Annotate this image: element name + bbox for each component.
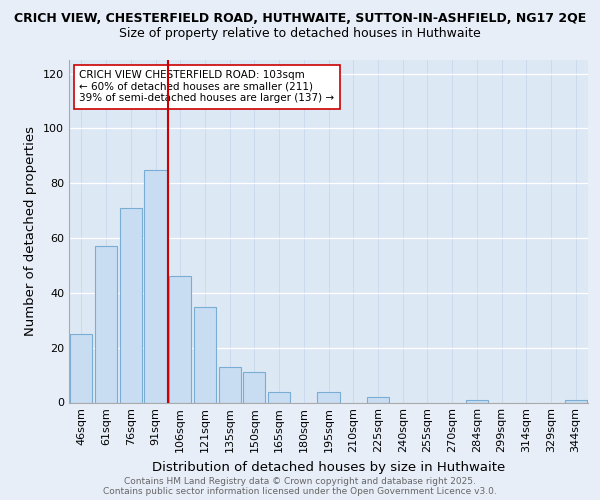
Bar bbox=[243, 372, 265, 402]
Bar bbox=[119, 208, 142, 402]
Bar bbox=[194, 306, 216, 402]
Text: Contains HM Land Registry data © Crown copyright and database right 2025.: Contains HM Land Registry data © Crown c… bbox=[124, 477, 476, 486]
Text: CRICH VIEW, CHESTERFIELD ROAD, HUTHWAITE, SUTTON-IN-ASHFIELD, NG17 2QE: CRICH VIEW, CHESTERFIELD ROAD, HUTHWAITE… bbox=[14, 12, 586, 26]
Bar bbox=[317, 392, 340, 402]
Bar bbox=[218, 367, 241, 402]
Text: Size of property relative to detached houses in Huthwaite: Size of property relative to detached ho… bbox=[119, 28, 481, 40]
Y-axis label: Number of detached properties: Number of detached properties bbox=[25, 126, 37, 336]
Bar bbox=[70, 334, 92, 402]
Bar bbox=[169, 276, 191, 402]
Text: Contains public sector information licensed under the Open Government Licence v3: Contains public sector information licen… bbox=[103, 487, 497, 496]
Bar bbox=[367, 397, 389, 402]
X-axis label: Distribution of detached houses by size in Huthwaite: Distribution of detached houses by size … bbox=[152, 461, 505, 474]
Bar bbox=[145, 170, 167, 402]
Bar bbox=[466, 400, 488, 402]
Text: CRICH VIEW CHESTERFIELD ROAD: 103sqm
← 60% of detached houses are smaller (211)
: CRICH VIEW CHESTERFIELD ROAD: 103sqm ← 6… bbox=[79, 70, 335, 104]
Bar bbox=[565, 400, 587, 402]
Bar bbox=[95, 246, 117, 402]
Bar bbox=[268, 392, 290, 402]
